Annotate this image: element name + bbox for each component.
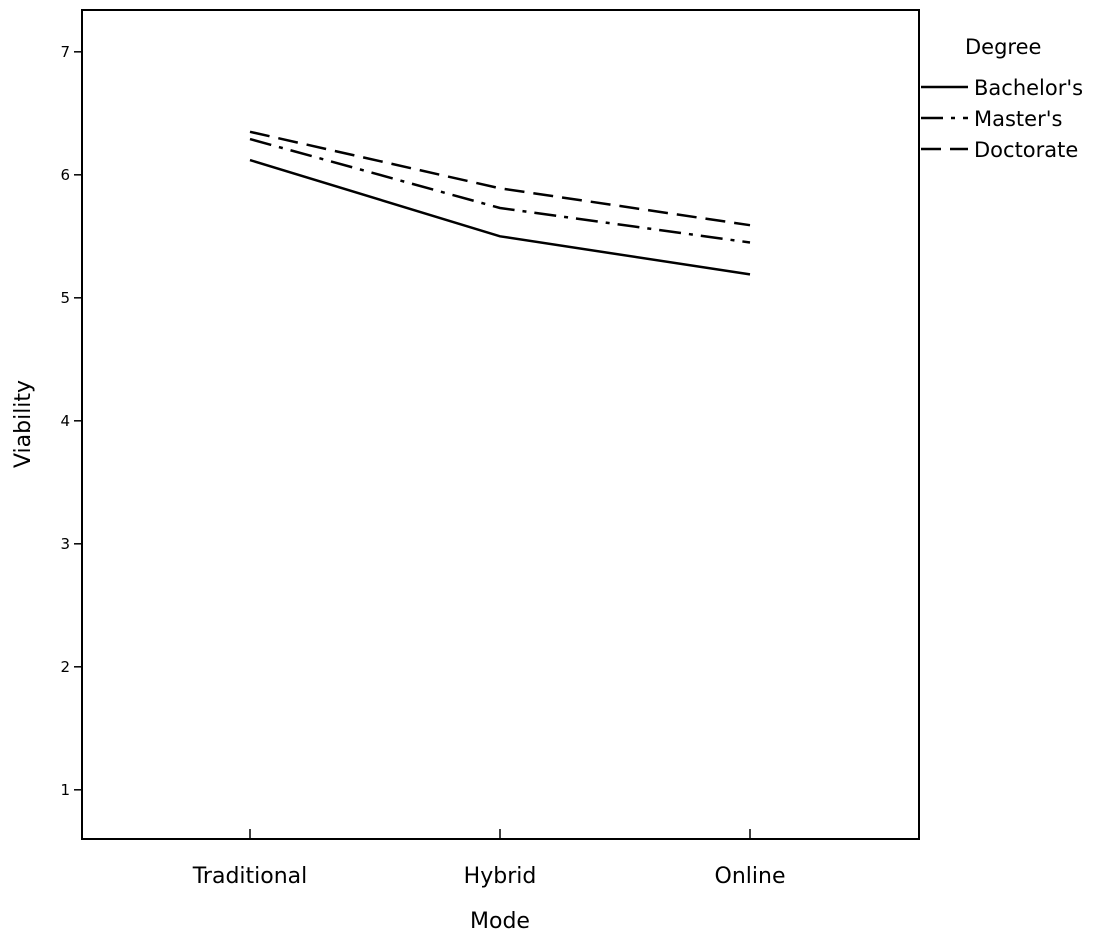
series-line-master-s xyxy=(249,137,751,244)
y-axis-title: Viability xyxy=(11,380,36,468)
legend-label-bachelor-s: Bachelor's xyxy=(974,76,1083,100)
legend-title: Degree xyxy=(965,35,1041,59)
x-axis: Traditional Hybrid Online xyxy=(192,829,786,889)
legend-label-master-s: Master's xyxy=(974,107,1062,131)
y-tick-label: 3 xyxy=(60,535,70,553)
series-line-bachelor-s xyxy=(249,158,751,276)
y-tick-label: 6 xyxy=(60,166,70,184)
y-axis: 1 2 3 4 5 6 7 xyxy=(60,43,82,799)
x-axis-title: Mode xyxy=(470,909,530,934)
x-tick-label: Online xyxy=(715,864,786,889)
x-tick-label: Traditional xyxy=(192,864,308,889)
y-tick-label: 2 xyxy=(60,658,70,676)
x-tick-label: Hybrid xyxy=(464,864,537,889)
y-tick-label: 4 xyxy=(60,412,70,430)
plot-area-frame xyxy=(81,9,920,840)
y-tick-label: 1 xyxy=(60,781,70,799)
legend-label-doctorate: Doctorate xyxy=(974,138,1078,162)
y-tick-label: 7 xyxy=(60,43,70,61)
legend: Degree Bachelor's Master's Doctorate xyxy=(921,35,1083,162)
series-lines xyxy=(249,130,751,276)
series-line-doctorate xyxy=(249,130,751,227)
y-tick-label: 5 xyxy=(60,289,70,307)
